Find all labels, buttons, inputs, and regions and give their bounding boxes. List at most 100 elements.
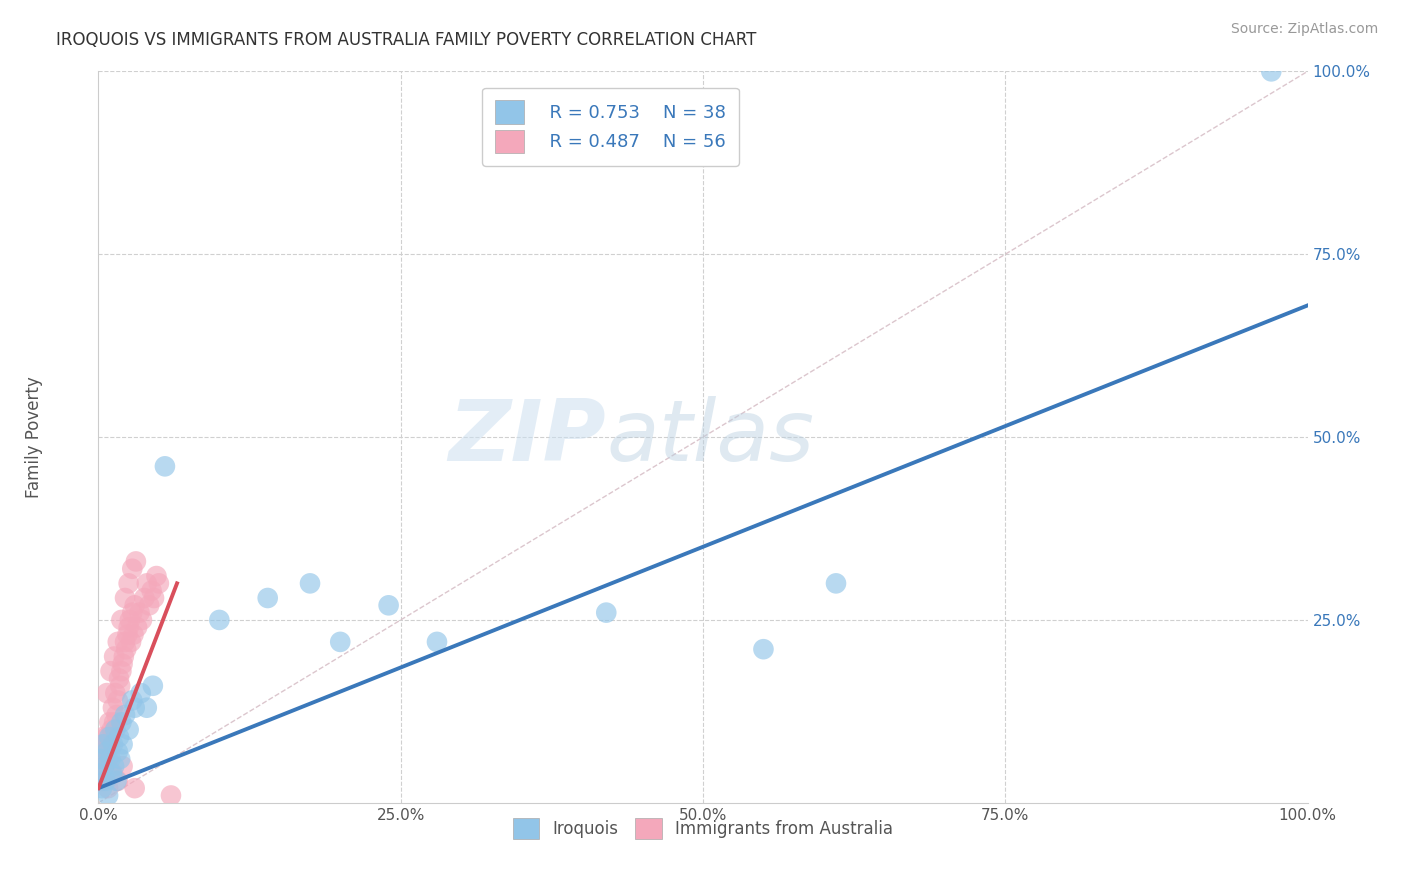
- Point: [377, 599, 399, 613]
- Point: [110, 664, 132, 678]
- Point: [135, 576, 157, 591]
- Point: [103, 759, 125, 773]
- Point: [98, 730, 121, 744]
- Point: [110, 715, 132, 730]
- Point: [91, 730, 114, 744]
- Point: [93, 759, 115, 773]
- Point: [91, 781, 114, 796]
- Point: [100, 737, 122, 751]
- Point: [127, 620, 149, 634]
- Point: [329, 635, 352, 649]
- Point: [104, 686, 127, 700]
- Point: [153, 459, 176, 474]
- Point: [90, 752, 112, 766]
- Point: [108, 752, 131, 766]
- Point: [118, 613, 141, 627]
- Point: [97, 781, 120, 796]
- Point: [142, 679, 165, 693]
- Point: [97, 752, 120, 766]
- Point: [94, 773, 117, 788]
- Point: [145, 569, 167, 583]
- Point: [825, 576, 848, 591]
- Point: [96, 686, 118, 700]
- Point: [111, 737, 134, 751]
- Point: [124, 599, 146, 613]
- Point: [299, 576, 322, 591]
- Text: atlas: atlas: [606, 395, 814, 479]
- Point: [124, 700, 146, 714]
- Point: [134, 591, 156, 605]
- Point: [89, 766, 111, 780]
- Point: [120, 635, 142, 649]
- Point: [1260, 64, 1282, 78]
- Point: [98, 715, 121, 730]
- Point: [122, 627, 145, 641]
- Point: [124, 781, 146, 796]
- Point: [91, 737, 114, 751]
- Point: [110, 613, 132, 627]
- Text: Source: ZipAtlas.com: Source: ZipAtlas.com: [1230, 22, 1378, 37]
- Point: [91, 773, 114, 788]
- Point: [103, 715, 125, 730]
- Point: [90, 752, 112, 766]
- Point: [114, 635, 136, 649]
- Point: [100, 752, 122, 766]
- Point: [100, 723, 122, 737]
- Point: [117, 627, 139, 641]
- Point: [131, 613, 153, 627]
- Point: [143, 591, 166, 605]
- Point: [111, 759, 134, 773]
- Point: [101, 737, 124, 751]
- Point: [93, 759, 115, 773]
- Point: [135, 700, 157, 714]
- Text: ZIP: ZIP: [449, 395, 606, 479]
- Point: [108, 730, 131, 744]
- Point: [118, 723, 141, 737]
- Point: [752, 642, 775, 657]
- Point: [160, 789, 183, 803]
- Point: [101, 766, 124, 780]
- Point: [97, 789, 120, 803]
- Legend: Iroquois, Immigrants from Australia: Iroquois, Immigrants from Australia: [506, 811, 900, 846]
- Point: [104, 723, 127, 737]
- Point: [125, 554, 148, 568]
- Point: [105, 708, 128, 723]
- Point: [118, 576, 141, 591]
- Point: [595, 606, 617, 620]
- Point: [121, 693, 143, 707]
- Point: [105, 773, 128, 788]
- Y-axis label: Family Poverty: Family Poverty: [25, 376, 42, 498]
- Point: [91, 737, 114, 751]
- Point: [111, 657, 134, 671]
- Point: [94, 745, 117, 759]
- Point: [118, 620, 141, 634]
- Point: [107, 773, 129, 788]
- Point: [121, 606, 143, 620]
- Point: [107, 635, 129, 649]
- Point: [100, 664, 122, 678]
- Point: [107, 693, 129, 707]
- Point: [101, 700, 124, 714]
- Point: [121, 562, 143, 576]
- Point: [108, 672, 131, 686]
- Point: [114, 708, 136, 723]
- Point: [138, 599, 160, 613]
- Point: [107, 745, 129, 759]
- Point: [115, 642, 138, 657]
- Point: [112, 649, 135, 664]
- Point: [128, 606, 150, 620]
- Point: [129, 686, 152, 700]
- Point: [96, 730, 118, 744]
- Text: IROQUOIS VS IMMIGRANTS FROM AUSTRALIA FAMILY POVERTY CORRELATION CHART: IROQUOIS VS IMMIGRANTS FROM AUSTRALIA FA…: [56, 31, 756, 49]
- Point: [141, 583, 163, 598]
- Point: [256, 591, 278, 605]
- Point: [96, 745, 118, 759]
- Point: [426, 635, 449, 649]
- Point: [103, 649, 125, 664]
- Point: [208, 613, 231, 627]
- Point: [108, 679, 131, 693]
- Point: [100, 766, 122, 780]
- Point: [89, 766, 111, 780]
- Point: [148, 576, 170, 591]
- Point: [114, 591, 136, 605]
